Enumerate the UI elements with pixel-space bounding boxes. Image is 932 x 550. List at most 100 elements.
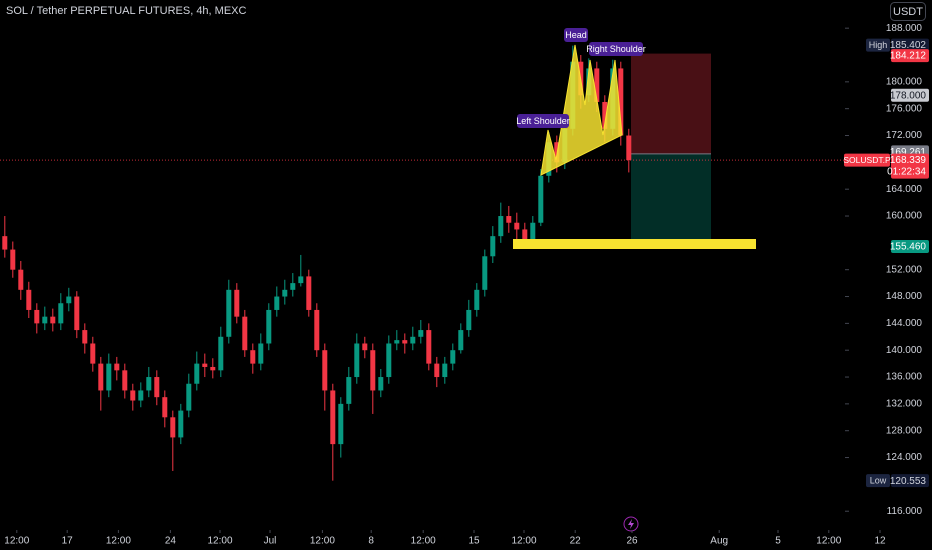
candle-body xyxy=(10,249,16,270)
candle-body xyxy=(226,289,232,337)
candle-body xyxy=(474,289,480,310)
x-tick-label: 12:00 xyxy=(207,536,232,547)
candle-body xyxy=(114,363,120,371)
candle-body xyxy=(58,303,64,324)
candle-body xyxy=(298,276,304,284)
candle-body xyxy=(370,350,376,391)
x-tick-label: 15 xyxy=(468,536,480,547)
candle-body xyxy=(506,216,512,223)
currency[interactable]: USDT xyxy=(893,6,923,18)
candle-body xyxy=(514,222,520,230)
candle-body xyxy=(234,289,240,317)
candle-body xyxy=(210,366,216,371)
candle-body xyxy=(66,296,72,304)
events-icon[interactable] xyxy=(623,516,639,532)
x-tick-label: 22 xyxy=(570,536,582,547)
extreme-name: High xyxy=(869,40,888,50)
pattern-label-box xyxy=(564,28,588,42)
candle-body xyxy=(402,340,408,344)
y-tick-label: 152.000 xyxy=(886,264,923,275)
x-tick-label: 12:00 xyxy=(106,536,131,547)
y-tick-label: 176.000 xyxy=(886,103,923,114)
currency-button[interactable] xyxy=(890,2,926,21)
chart-title: SOL / Tether PERPETUAL FUTURES, 4h, MEXC xyxy=(6,5,246,17)
y-tick-label: 128.000 xyxy=(886,425,923,436)
candle-body xyxy=(194,363,200,384)
y-tick-label: 132.000 xyxy=(886,399,923,410)
x-tick-label: 12:00 xyxy=(511,536,536,547)
alert-label: 178.000 xyxy=(890,90,927,101)
candle-body xyxy=(202,363,208,367)
extreme-value-box xyxy=(891,38,929,52)
candle-body xyxy=(98,363,104,391)
candle-body xyxy=(162,397,168,418)
candle-body xyxy=(154,377,160,398)
candle-body xyxy=(282,289,288,297)
support-zone xyxy=(513,239,756,249)
candle-body xyxy=(266,309,272,344)
candle-body xyxy=(362,343,368,351)
candle-body xyxy=(42,316,48,324)
price-axis: 188.000 180.000 176.000 172.000 164.000 160.0… xyxy=(4,23,929,547)
candle-body xyxy=(138,390,144,401)
candle-body xyxy=(394,340,400,344)
candle-body xyxy=(18,269,24,290)
extreme-name: Low xyxy=(870,476,887,486)
x-tick-label: 8 xyxy=(368,536,374,547)
candle-body xyxy=(106,363,112,391)
candle-body xyxy=(290,283,296,290)
x-tick-label: 24 xyxy=(165,536,177,547)
candle-body xyxy=(346,377,352,404)
target-label: 155.460 xyxy=(890,242,927,253)
candle-body xyxy=(306,276,312,310)
candle-body xyxy=(490,236,496,257)
x-tick-label: 5 xyxy=(775,536,781,547)
candle-body xyxy=(434,363,440,378)
y-tick-label: 188.000 xyxy=(886,23,923,34)
extreme-name-box xyxy=(866,38,890,52)
countdown: 01:22:34 xyxy=(887,167,926,178)
events-icon-bolt xyxy=(628,519,634,529)
candle-body xyxy=(522,229,528,243)
pattern-label: Head xyxy=(565,30,587,40)
candle-body xyxy=(442,363,448,378)
stop-zone xyxy=(631,53,711,154)
x-tick-label: 17 xyxy=(62,536,74,547)
pattern-label: Left Shoulder xyxy=(516,116,570,126)
candle-body xyxy=(218,336,224,371)
candle-body xyxy=(130,390,136,401)
y-tick-label: 144.000 xyxy=(886,318,923,329)
candle-body xyxy=(378,377,384,391)
x-tick-label: 12:00 xyxy=(310,536,335,547)
extreme-name-box xyxy=(866,474,890,488)
candle-body xyxy=(82,330,88,344)
last-value-box xyxy=(891,153,929,179)
x-tick-label: 12:00 xyxy=(816,536,841,547)
candle-body xyxy=(386,343,392,378)
candle-body xyxy=(602,101,608,129)
candle-body xyxy=(250,350,256,364)
candle-body xyxy=(170,417,176,438)
x-tick-label: Aug xyxy=(710,536,728,547)
y-tick-label: 180.000 xyxy=(886,76,923,87)
target-label-box xyxy=(891,239,929,253)
stop-label-box xyxy=(891,49,929,63)
candle-body xyxy=(90,343,96,364)
pattern-label-box xyxy=(589,42,643,56)
candle-body xyxy=(50,316,56,324)
candle-body xyxy=(482,256,488,290)
candle-body xyxy=(458,330,464,351)
x-tick-label: Jul xyxy=(264,536,277,547)
candle-body xyxy=(450,350,456,364)
y-tick-label: 172.000 xyxy=(886,130,923,141)
entry-label: 169.261 xyxy=(890,147,927,158)
candle-body xyxy=(122,370,128,391)
position-tool xyxy=(0,53,845,247)
x-tick-label: 26 xyxy=(626,536,638,547)
candle-body xyxy=(314,309,320,351)
candle-body xyxy=(410,336,416,344)
y-tick-label: 140.000 xyxy=(886,345,923,356)
x-tick-label: 12:00 xyxy=(4,536,29,547)
candle-body xyxy=(426,330,432,364)
candle-body xyxy=(242,316,248,351)
